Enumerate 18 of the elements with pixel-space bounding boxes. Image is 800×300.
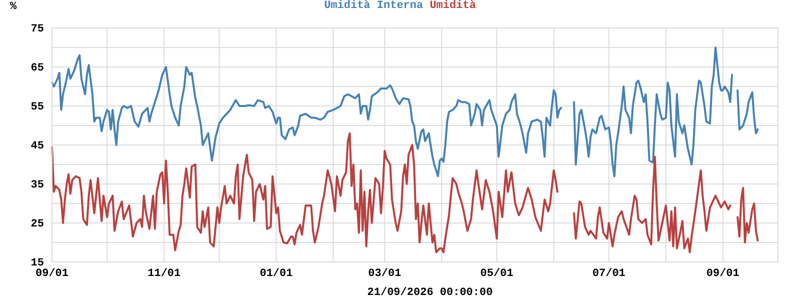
y-tick-label: 75 [30,24,44,36]
text: Umidità Interna [324,0,424,12]
y-tick-label: 35 [30,180,44,192]
y-tick-label: 45 [30,140,44,153]
y-tick-label: 65 [30,62,44,75]
x-tick-label: 05/01 [480,268,514,280]
x-axis-title: 21/09/2026 00:00:00 [367,287,493,299]
x-tick-label: 03/01 [368,268,402,280]
x-tick-label: 01/01 [260,268,294,280]
y-tick-label: 15 [30,258,44,270]
y-tick-label: 25 [30,218,44,231]
x-tick-label: 09/01 [706,268,740,280]
y-axis-title: % [10,1,17,13]
x-tick-label: 11/01 [148,268,182,280]
text: Umidità [423,0,476,12]
x-tick-label: 07/01 [592,268,626,280]
y-tick-label: 55 [30,102,44,114]
x-tick-label: 09/01 [35,268,69,280]
